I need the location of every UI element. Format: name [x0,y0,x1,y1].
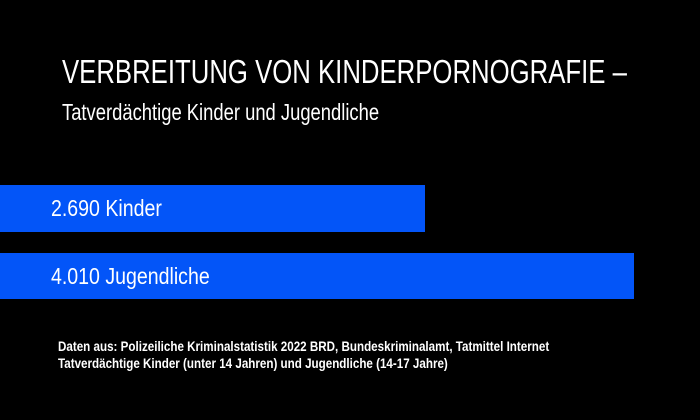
bar-kinder-label: 2.690 Kinder [51,195,162,221]
bar-jugendliche-label: 4.010 Jugendliche [51,262,210,289]
header: VERBREITUNG VON KINDERPORNOGRAFIE – Tatv… [62,53,700,126]
chart-subtitle: Tatverdächtige Kinder und Jugendliche [62,99,380,126]
chart-title: VERBREITUNG VON KINDERPORNOGRAFIE – [62,53,627,90]
source-line-1: Daten aus: Polizeiliche Kriminalstatisti… [58,338,550,354]
source-line-2: Tatverdächtige Kinder (unter 14 Jahren) … [58,355,448,371]
bar-kinder: 2.690 Kinder [0,185,425,232]
bar-jugendliche: 4.010 Jugendliche [0,253,634,299]
source-note: Daten aus: Polizeiliche Kriminalstatisti… [58,338,650,372]
